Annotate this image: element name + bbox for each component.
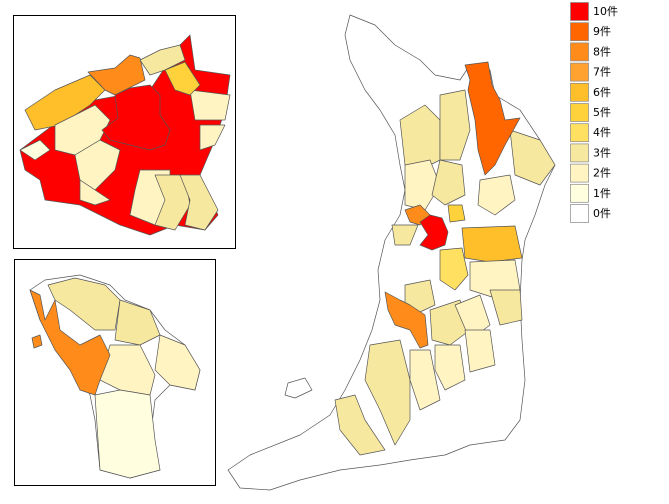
legend-swatch	[570, 103, 589, 122]
region	[409, 349, 441, 411]
region	[464, 329, 496, 373]
main-map	[227, 14, 556, 491]
region	[164, 61, 201, 96]
inset-map-north	[19, 34, 231, 236]
region	[19, 139, 51, 161]
region	[154, 334, 201, 391]
region	[404, 279, 436, 313]
region	[391, 224, 419, 246]
legend-label: 0件	[593, 207, 611, 220]
legend-label: 8件	[593, 45, 611, 58]
region	[419, 214, 449, 251]
region	[434, 344, 466, 391]
region	[489, 289, 523, 326]
legend-swatch	[570, 183, 589, 203]
region	[114, 299, 161, 346]
region	[31, 334, 43, 349]
legend-swatch	[570, 123, 589, 143]
legend-label: 3件	[593, 146, 611, 159]
region	[179, 174, 219, 231]
legend-swatch	[570, 163, 589, 183]
legend-label: 1件	[593, 187, 611, 200]
legend-swatch	[570, 204, 589, 223]
inset-frame	[13, 15, 236, 249]
region	[364, 339, 411, 446]
legend-label: 4件	[593, 126, 611, 139]
legend-swatch	[570, 82, 589, 102]
legend-label: 5件	[593, 106, 611, 119]
legend-label: 9件	[593, 25, 611, 38]
inset-frame	[14, 259, 216, 486]
region	[384, 291, 429, 349]
region	[509, 129, 556, 186]
legend-swatch	[570, 62, 589, 82]
region	[404, 159, 441, 211]
region	[139, 44, 186, 76]
region	[24, 74, 106, 131]
legend-swatch	[570, 22, 589, 42]
legend-swatch	[570, 42, 589, 62]
legend-label: 10件	[593, 5, 618, 18]
region	[94, 389, 161, 479]
region	[47, 277, 121, 331]
region	[189, 89, 231, 121]
region	[284, 377, 313, 399]
region	[101, 84, 171, 151]
region	[439, 89, 471, 161]
region	[79, 179, 111, 206]
region	[464, 61, 521, 176]
legend-label: 2件	[593, 167, 611, 180]
region	[447, 204, 466, 223]
region	[87, 54, 146, 96]
inset-map-south	[29, 274, 201, 479]
region	[29, 289, 111, 396]
legend-swatch	[570, 2, 589, 21]
region	[439, 247, 469, 291]
region	[454, 294, 491, 341]
legend-label: 6件	[593, 86, 611, 99]
region	[199, 124, 226, 151]
legend-swatch	[570, 143, 589, 163]
region	[477, 174, 516, 216]
legend-label: 7件	[593, 66, 611, 79]
region	[461, 225, 523, 263]
region	[334, 394, 386, 456]
region	[431, 159, 466, 206]
legend: 10件 9件 8件 7件 6件 5件 4件 3件 2件 1件 0件	[570, 2, 618, 223]
